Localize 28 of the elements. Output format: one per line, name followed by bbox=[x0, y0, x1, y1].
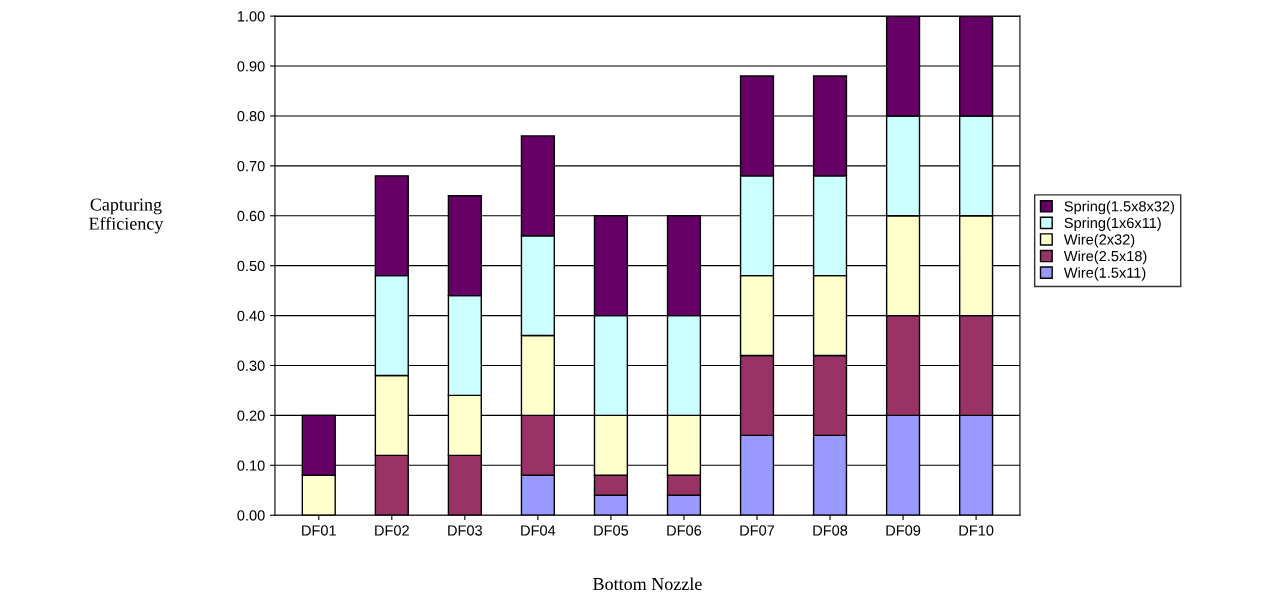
legend-label: Wire(2x32) bbox=[1063, 233, 1135, 248]
legend-label: Spring(1x6x11) bbox=[1064, 217, 1161, 231]
y-tick-label: 0.40 bbox=[237, 310, 265, 321]
legend-label: Spring(1.5x8x32) bbox=[1064, 200, 1174, 215]
x-tick-label: DF02 bbox=[375, 525, 409, 536]
x-tick-label: DF04 bbox=[521, 525, 556, 536]
x-tick-label: DF09 bbox=[886, 525, 921, 536]
y-axis-title: Capturing Efficiency bbox=[89, 198, 164, 234]
y-tick-label: 0.50 bbox=[237, 260, 265, 272]
legend-label: Wire(2.5x18) bbox=[1063, 250, 1147, 265]
y-tick-label: 0.10 bbox=[237, 460, 265, 471]
x-tick-label: DF07 bbox=[740, 525, 775, 536]
y-tick-label: 0.90 bbox=[237, 61, 265, 72]
x-tick-label: DF10 bbox=[959, 525, 994, 536]
y-tick-label: 1.00 bbox=[237, 11, 265, 22]
x-tick-label: DF08 bbox=[813, 525, 848, 536]
y-tick-label: 0.70 bbox=[237, 160, 265, 172]
x-tick-label: DF05 bbox=[594, 525, 629, 536]
legend-label: Wire(1.5x11) bbox=[1063, 267, 1146, 281]
y-tick-label: 0.20 bbox=[237, 410, 265, 421]
x-tick-label: DF03 bbox=[448, 525, 483, 536]
x-axis-title: Bottom Nozzle bbox=[593, 577, 702, 591]
y-tick-label: 0.60 bbox=[237, 210, 265, 222]
y-tick-label: 0.30 bbox=[237, 360, 265, 371]
y-tick-label: 0.00 bbox=[237, 510, 265, 521]
x-tick-label: DF01 bbox=[302, 525, 336, 536]
y-tick-label: 0.80 bbox=[237, 111, 265, 122]
x-tick-label: DF06 bbox=[667, 525, 702, 536]
